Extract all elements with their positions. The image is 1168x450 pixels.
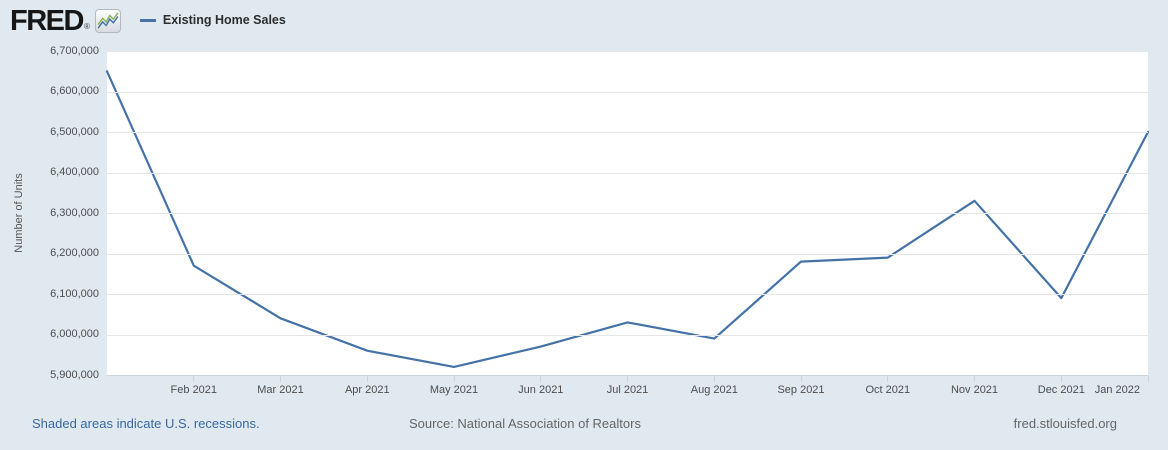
y-axis-tick-label: 6,300,000	[50, 206, 99, 219]
x-axis-tick-label: Aug 2021	[690, 384, 738, 396]
x-axis-tick	[627, 376, 628, 382]
series-legend: Existing Home Sales	[139, 13, 286, 27]
x-axis-tick-label: Feb 2021	[170, 384, 218, 396]
recessions-note: Shaded areas indicate U.S. recessions.	[32, 416, 260, 431]
x-axis-tick-label: Sep 2021	[777, 384, 825, 396]
x-axis-tick	[280, 376, 281, 382]
fred-logo: FRED ®	[10, 6, 121, 36]
x-axis-tick	[540, 376, 542, 382]
series-line[interactable]	[105, 70, 1150, 368]
gridline	[107, 294, 1148, 295]
gridline	[107, 132, 1148, 133]
chart-header: FRED ® Existing Home Sales	[10, 4, 286, 38]
gridline	[107, 213, 1148, 214]
x-axis-tick-label: Apr 2021	[344, 384, 390, 396]
y-axis-tick-label: 6,600,000	[50, 85, 99, 97]
x-axis-tick	[887, 376, 889, 382]
x-axis-tick-label: Mar 2021	[257, 384, 304, 396]
registered-trademark: ®	[83, 22, 90, 31]
source-text: Source: National Association of Realtors	[409, 416, 641, 431]
x-axis-tick-label: Dec 2021	[1037, 384, 1085, 396]
x-axis-tick-label: Jan 2022	[1094, 384, 1140, 396]
gridline	[107, 51, 1148, 52]
x-axis-tick	[713, 376, 715, 382]
fred-chart-icon-svg	[97, 12, 119, 29]
legend-line-swatch	[139, 18, 156, 22]
x-axis-tick	[366, 376, 368, 382]
y-axis-tick-label: 6,500,000	[50, 125, 99, 138]
fred-chart-icon	[94, 9, 121, 33]
x-axis-tick	[1147, 376, 1149, 382]
series-svg	[105, 70, 1150, 368]
x-axis-tick	[193, 376, 195, 382]
gridline	[107, 91, 1148, 93]
x-axis-tick-label: Nov 2021	[950, 384, 999, 396]
x-axis-tick	[800, 376, 802, 382]
x-axis-tick-label: Jul 2021	[606, 384, 649, 396]
x-axis-tick	[453, 376, 455, 382]
x-axis-tick	[974, 376, 975, 382]
y-axis-tick-label: 6,700,000	[50, 44, 99, 57]
y-axis-tick-label: 5,900,000	[50, 368, 99, 381]
legend-series-label: Existing Home Sales	[162, 13, 286, 27]
y-axis-tick-label: 6,100,000	[50, 287, 99, 300]
site-link[interactable]: fred.stlouisfed.org	[1013, 416, 1117, 431]
y-axis-tick-label: 6,000,000	[50, 328, 99, 340]
gridline	[107, 253, 1148, 255]
x-axis-tick	[1060, 376, 1062, 382]
fred-logo-text: FRED	[10, 5, 84, 37]
gridline	[107, 172, 1148, 174]
y-axis-tick-label: 6,400,000	[50, 166, 99, 178]
x-axis-tick-label: Oct 2021	[865, 384, 911, 396]
gridline	[107, 334, 1148, 336]
x-axis-tick-label: Jun 2021	[518, 384, 564, 396]
x-axis-tick-label: May 2021	[429, 384, 479, 396]
y-axis-tick-label: 6,200,000	[50, 247, 99, 259]
